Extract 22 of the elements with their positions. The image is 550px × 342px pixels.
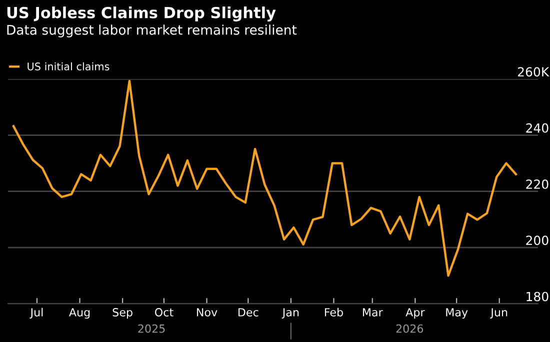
x-tick-label: Dec [238,308,258,316]
y-tick-label: 260K [518,67,550,77]
x2-tick-label: 2026 [396,324,424,333]
x-tick-label: Aug [69,308,90,319]
x-tick-label: Jan [282,308,299,319]
y-tick-label: 180 [526,292,548,302]
x-tick-label: Nov [196,308,218,316]
x-tick-label: Apr [406,308,425,319]
y-tick-label: 220 [526,179,548,189]
x-tick-label: Jun [490,308,508,319]
y-tick-label: 240 [526,123,548,133]
x-tick-label: Oct [154,308,174,316]
chart-title: US Jobless Claims Drop Slightly [7,6,276,22]
x-tick-label: May [446,308,468,319]
x2-tick-label: 2025 [138,324,165,333]
x-tick-label: Mar [362,308,383,316]
x-tick-label: Jul [30,308,43,319]
x-tick-label: Feb [324,308,343,316]
chart-subtitle: Data suggest labor market remains resilient [7,24,297,38]
legend-label: US initial claims [28,62,110,70]
y-tick-label: 200 [526,236,548,246]
x-tick-label: Sep [112,308,132,319]
